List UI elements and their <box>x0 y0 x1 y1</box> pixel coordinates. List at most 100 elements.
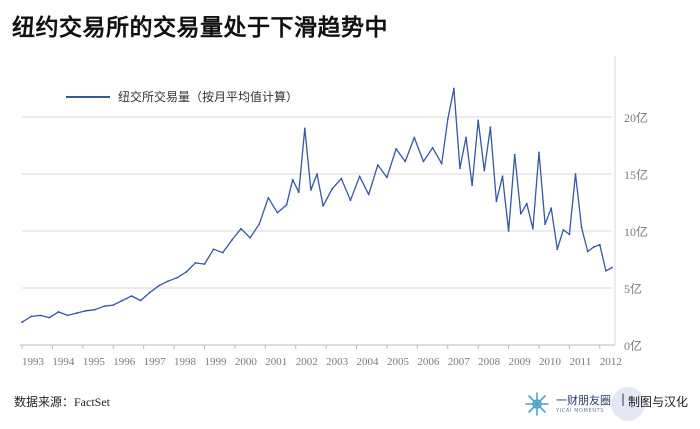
data-point <box>121 299 124 302</box>
x-tick-label: 1993 <box>22 356 45 368</box>
data-point <box>39 314 42 317</box>
page-title: 纽约交易所的交易量处于下滑趋势中 <box>12 15 388 41</box>
data-point <box>440 162 443 165</box>
data-point <box>471 184 474 187</box>
data-point <box>507 230 510 232</box>
data-point <box>519 213 522 215</box>
x-tick-label: 1995 <box>83 356 106 368</box>
x-tick-label: 2005 <box>387 356 410 368</box>
legend-label: 纽交所交易量（按月平均值计算） <box>118 89 298 104</box>
series-line <box>21 87 613 323</box>
data-point <box>459 167 461 170</box>
data-point <box>349 199 352 202</box>
data-point <box>75 312 78 314</box>
data-point <box>544 223 546 226</box>
data-point <box>556 248 559 251</box>
x-tick-label: 2012 <box>600 356 622 368</box>
x-tick-label: 2008 <box>478 356 501 368</box>
data-source: 数据来源：FactSet <box>14 395 110 409</box>
data-point <box>103 305 106 308</box>
data-point <box>525 202 528 205</box>
data-point <box>568 233 571 236</box>
y-axis: 0亿 5亿 10亿 15亿 20亿 <box>614 56 648 353</box>
brand-name: 一财朋友圈 <box>556 394 611 407</box>
x-tick-label: 1998 <box>174 356 197 368</box>
data-point <box>249 236 251 239</box>
data-point <box>297 191 300 194</box>
data-point <box>194 262 197 264</box>
data-point <box>230 239 233 242</box>
x-tick-label: 2002 <box>296 356 318 368</box>
data-point <box>422 160 425 163</box>
x-tick-label: 2001 <box>265 356 287 368</box>
data-point <box>258 223 261 226</box>
data-point <box>395 148 397 150</box>
data-point <box>30 315 33 318</box>
grid-lines <box>22 116 612 346</box>
y-tick-label: 10亿 <box>624 224 648 239</box>
data-point <box>611 266 613 269</box>
data-point <box>580 226 583 229</box>
data-point <box>538 151 540 154</box>
data-point <box>112 304 115 306</box>
brand-subtitle: YICAI MOMENTS <box>556 408 604 414</box>
data-point <box>167 280 169 283</box>
y-tick-label: 5亿 <box>624 281 642 296</box>
brand-circle <box>611 387 645 421</box>
data-point <box>212 248 215 251</box>
x-axis: 1993 1994 1995 1996 1997 1998 1999 2000 2001 2002… <box>20 344 622 368</box>
data-point <box>57 311 60 313</box>
x-tick-label: 1994 <box>52 356 75 368</box>
data-point <box>404 160 407 163</box>
data-point <box>221 251 224 254</box>
data-point <box>465 136 467 139</box>
data-point <box>66 314 69 317</box>
data-point <box>367 193 370 196</box>
data-point <box>586 250 589 253</box>
x-tick-label: 2010 <box>539 356 562 368</box>
y-tick-label: 20亿 <box>624 110 648 125</box>
data-point <box>574 173 577 175</box>
data-point <box>386 176 388 179</box>
data-point <box>316 173 318 175</box>
data-point <box>431 146 434 149</box>
data-point <box>489 126 492 129</box>
x-tick-label: 2009 <box>509 356 532 368</box>
y-tick-label: 15亿 <box>624 167 648 182</box>
data-point <box>94 308 96 311</box>
x-tick-label: 2004 <box>357 356 380 368</box>
data-point <box>139 299 142 302</box>
x-tick-label: 1997 <box>144 356 167 368</box>
data-point <box>358 175 361 178</box>
data-point <box>267 197 270 199</box>
data-point <box>303 127 306 130</box>
y-tick-label: 0亿 <box>624 338 642 353</box>
x-tick-label: 2003 <box>326 356 349 368</box>
data-point <box>322 205 324 207</box>
chart: 0亿 5亿 10亿 15亿 20亿 1993 1994 1995 1996 1997 1998 19… <box>0 50 700 380</box>
data-point <box>550 207 553 210</box>
data-point <box>157 284 160 287</box>
brand-separator: | <box>621 392 626 406</box>
x-tick-label: 2007 <box>448 356 471 368</box>
data-point <box>240 227 242 230</box>
data-point <box>21 321 23 324</box>
data-point <box>513 153 516 156</box>
data-point <box>495 200 498 203</box>
data-point <box>598 243 601 246</box>
data-point <box>605 270 607 272</box>
legend: 纽交所交易量（按月平均值计算） <box>66 89 298 104</box>
data-point <box>413 136 416 139</box>
data-point <box>291 178 294 181</box>
data-point <box>483 169 486 172</box>
x-tick-label: 2000 <box>235 356 258 368</box>
data-point <box>84 309 87 312</box>
data-point <box>130 295 133 297</box>
data-point <box>203 263 206 265</box>
data-point <box>331 187 334 190</box>
data-point <box>446 118 449 121</box>
data-point <box>452 87 455 90</box>
x-tick-label: 1996 <box>113 356 136 368</box>
data-point <box>176 276 179 279</box>
data-point <box>276 211 279 214</box>
